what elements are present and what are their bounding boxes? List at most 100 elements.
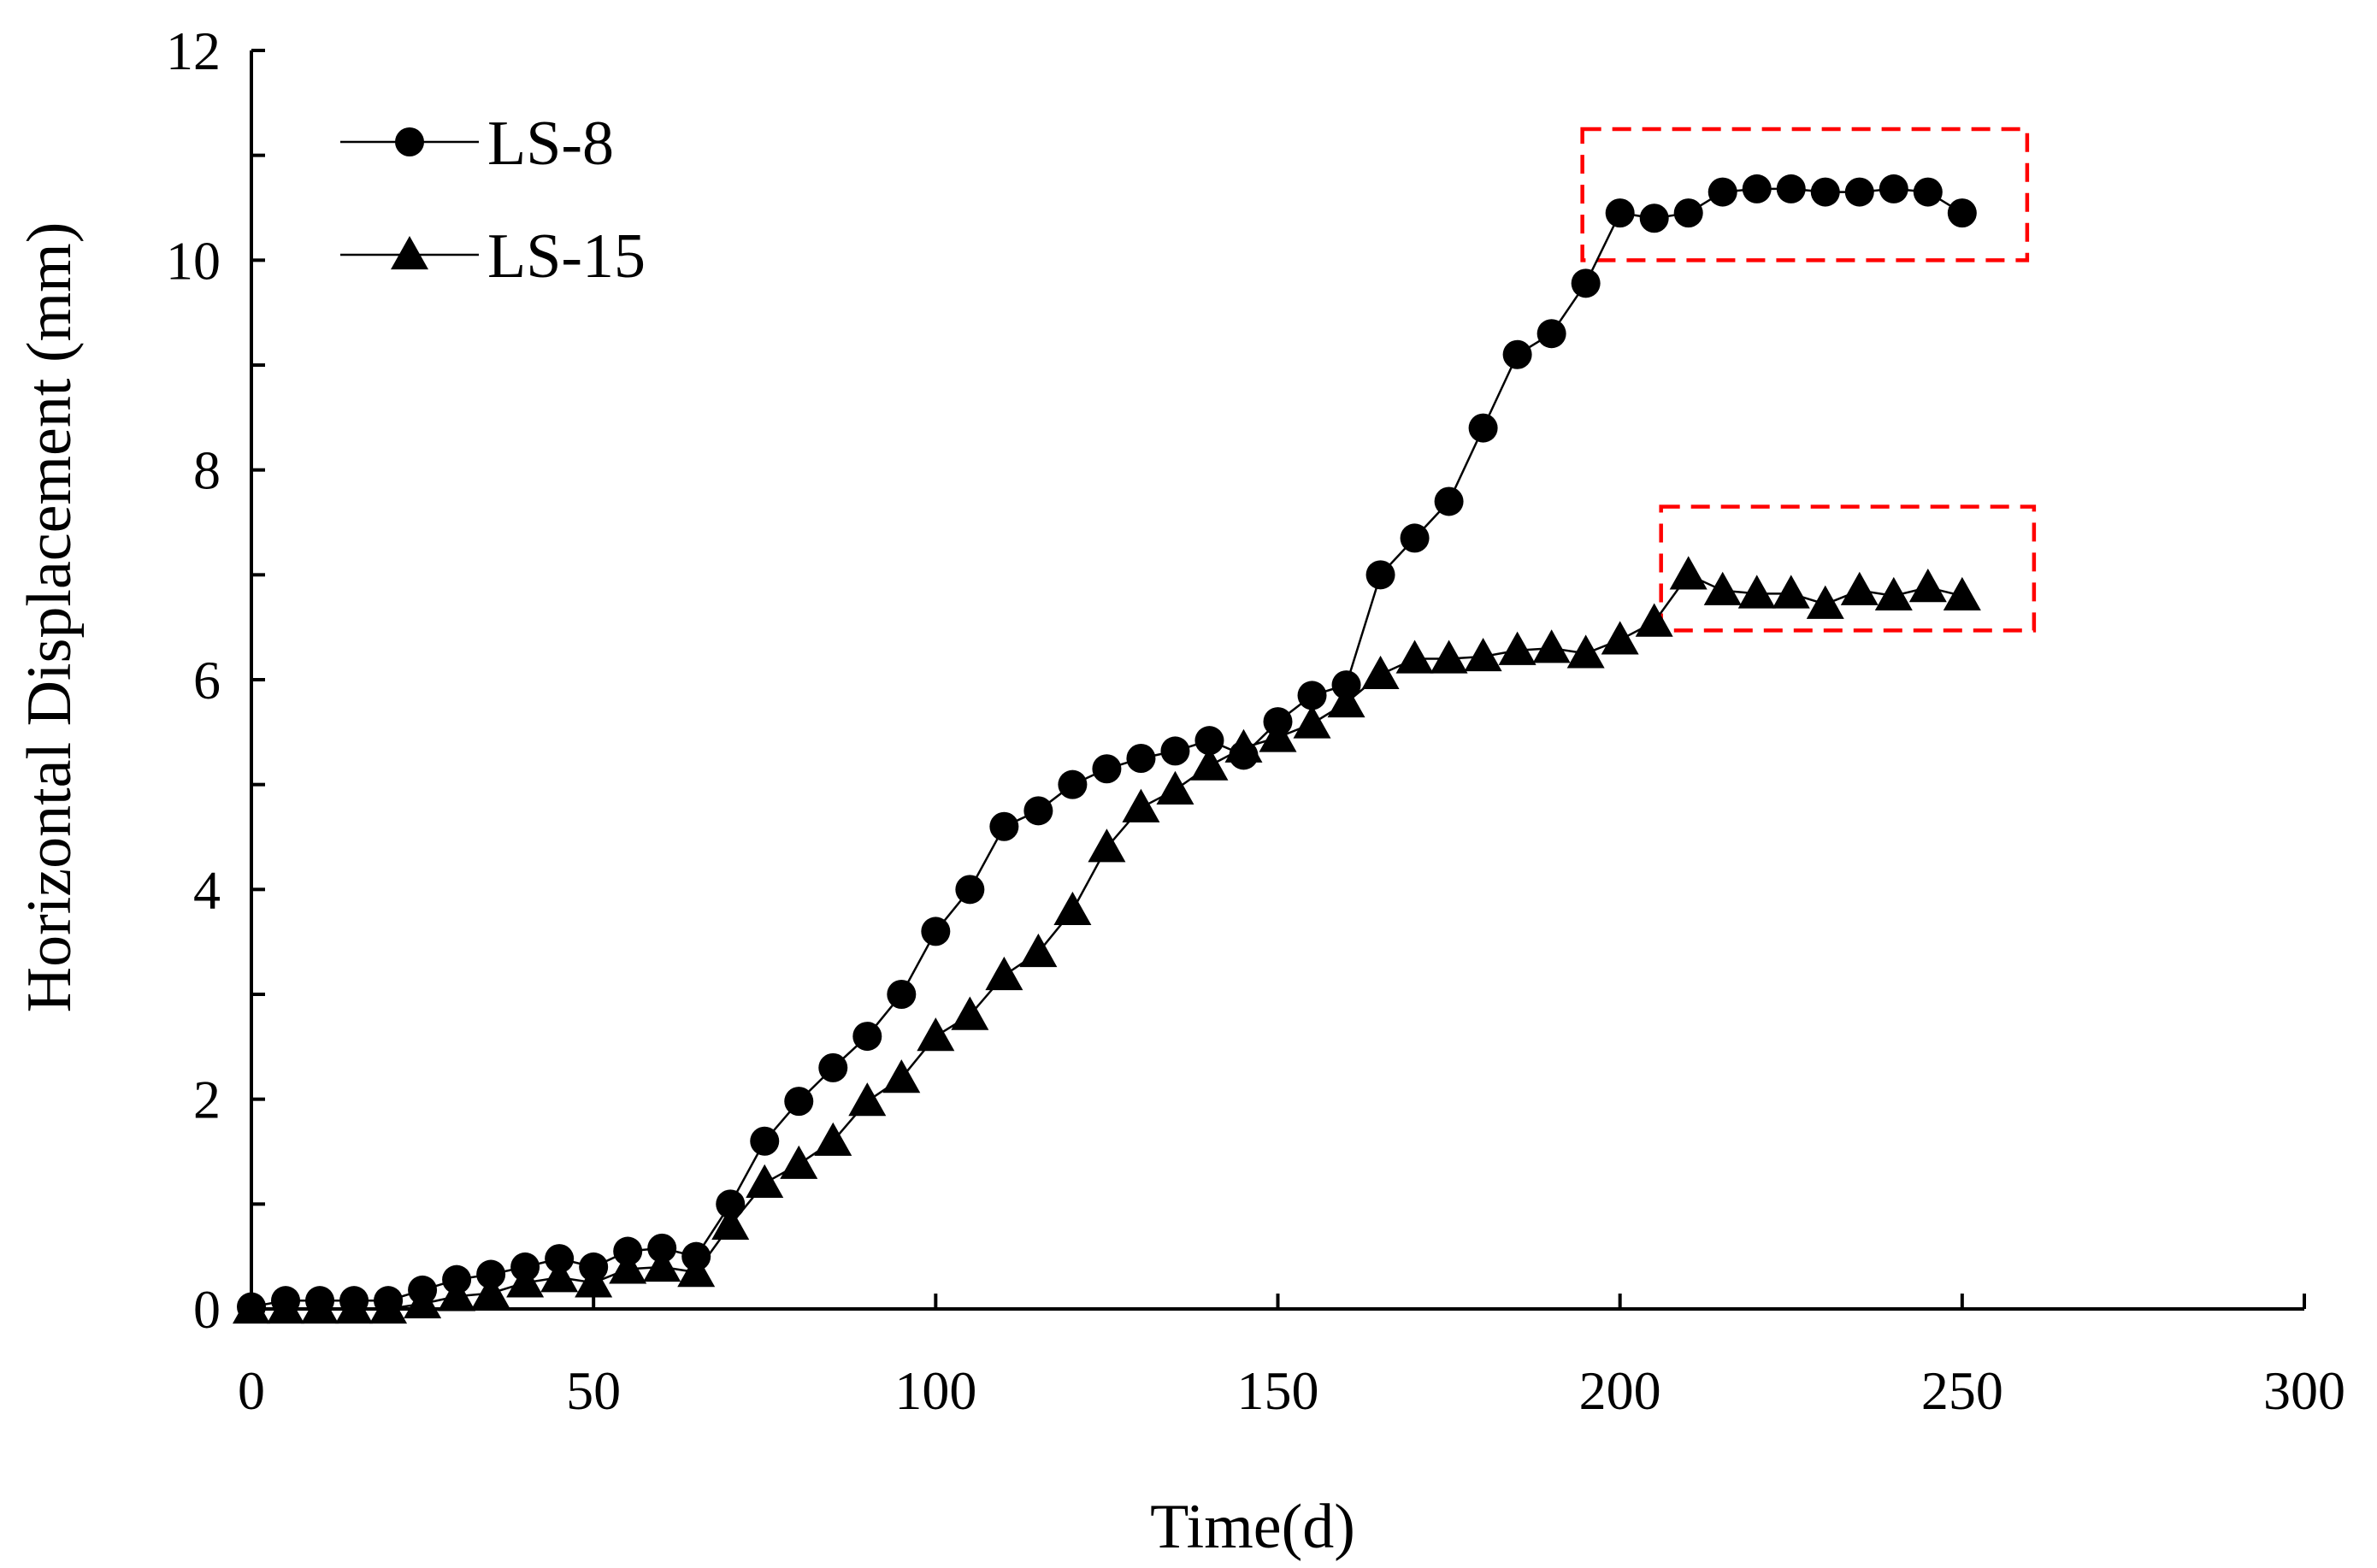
axes: 0 2 4 6 8 10 12 0 50 100 150 200 250 300 xyxy=(166,21,2345,1421)
data-point xyxy=(1361,655,1400,690)
data-point xyxy=(848,1082,887,1117)
data-point xyxy=(917,1017,955,1052)
legend-marker xyxy=(391,236,428,270)
x-tick-label: 300 xyxy=(2263,1360,2345,1421)
x-tick-label: 250 xyxy=(1921,1360,2003,1421)
data-point xyxy=(1601,621,1639,655)
data-point xyxy=(1908,569,1947,603)
data-point xyxy=(1703,571,1742,605)
legend: LS-8 LS-15 xyxy=(340,109,646,292)
y-tick-label: 0 xyxy=(193,1279,221,1340)
data-point xyxy=(438,1277,476,1312)
data-point xyxy=(985,956,1023,991)
data-point xyxy=(1913,177,1943,207)
data-point xyxy=(1502,339,1532,369)
data-point xyxy=(921,917,951,946)
data-point xyxy=(1669,556,1708,590)
data-point xyxy=(1092,754,1122,784)
data-point xyxy=(1566,634,1605,669)
x-axis-title: Time(d) xyxy=(1150,1492,1355,1562)
data-point xyxy=(784,1087,814,1117)
data-point xyxy=(301,1290,339,1324)
data-point xyxy=(1840,571,1879,605)
data-point xyxy=(1400,523,1430,553)
data-point xyxy=(1879,174,1908,203)
data-point xyxy=(1023,796,1053,826)
x-tick-label: 200 xyxy=(1579,1360,1661,1421)
data-point xyxy=(1947,198,1977,228)
data-point xyxy=(1156,770,1194,805)
data-point xyxy=(647,1233,677,1263)
data-point xyxy=(369,1290,408,1324)
data-point xyxy=(1776,174,1806,203)
data-point xyxy=(1635,603,1673,637)
data-point xyxy=(1844,177,1874,207)
data-point xyxy=(1806,585,1844,619)
data-point xyxy=(1639,203,1669,233)
data-point xyxy=(1810,177,1840,207)
data-point xyxy=(1430,640,1468,674)
data-point xyxy=(1160,736,1190,766)
data-point xyxy=(1053,891,1092,926)
data-point xyxy=(814,1122,852,1156)
data-point xyxy=(1190,746,1229,781)
data-point xyxy=(1943,576,1981,611)
x-tick-label: 50 xyxy=(566,1360,621,1421)
data-point xyxy=(750,1126,780,1156)
data-point xyxy=(335,1290,374,1324)
data-point xyxy=(951,996,989,1030)
series-line xyxy=(251,573,1963,1311)
y-tick-label: 4 xyxy=(193,859,221,920)
data-point xyxy=(1673,198,1703,228)
y-tick-label: 10 xyxy=(166,230,221,291)
y-tick-label: 12 xyxy=(166,21,221,81)
data-point xyxy=(1293,704,1331,739)
data-point xyxy=(506,1264,545,1298)
y-tick-label: 6 xyxy=(193,650,221,710)
data-point xyxy=(1126,744,1156,773)
data-point xyxy=(882,1059,921,1093)
legend-item: LS-8 xyxy=(340,109,614,179)
data-point xyxy=(780,1145,818,1179)
data-point xyxy=(1532,629,1571,663)
data-point xyxy=(989,811,1019,841)
series-ls-15 xyxy=(233,556,1981,1324)
series-ls-8 xyxy=(237,174,1977,1322)
data-point xyxy=(1122,788,1160,822)
annotations xyxy=(1580,127,2037,633)
data-point xyxy=(1468,413,1498,443)
x-tick-label: 100 xyxy=(894,1360,976,1421)
data-series xyxy=(233,174,1981,1324)
y-tick-label: 2 xyxy=(193,1070,221,1130)
data-point xyxy=(818,1052,848,1082)
data-point xyxy=(575,1264,613,1298)
data-point xyxy=(472,1274,510,1308)
data-point xyxy=(404,1284,442,1319)
data-point xyxy=(711,1205,750,1241)
x-tick-label: 150 xyxy=(1237,1360,1319,1421)
legend-marker xyxy=(395,127,424,156)
highlight-box xyxy=(1580,127,2030,262)
data-point xyxy=(267,1290,305,1324)
data-point xyxy=(1742,174,1772,203)
data-point xyxy=(955,875,985,905)
data-point xyxy=(1365,560,1395,590)
y-axis-title: Horizontal Displacement (mm) xyxy=(15,222,85,1013)
data-point xyxy=(1297,681,1327,710)
y-tick-label: 8 xyxy=(193,440,221,501)
legend-label: LS-8 xyxy=(487,109,614,179)
data-point xyxy=(887,980,917,1009)
data-point xyxy=(609,1250,647,1284)
data-point xyxy=(1019,933,1058,968)
legend-item: LS-15 xyxy=(340,221,646,292)
legend-label: LS-15 xyxy=(487,221,646,292)
data-point xyxy=(1737,575,1776,609)
data-point xyxy=(545,1244,575,1274)
data-point xyxy=(1772,575,1810,609)
series-line xyxy=(251,187,1963,1308)
data-point xyxy=(1224,728,1263,763)
data-point xyxy=(233,1290,270,1324)
x-tick-label: 0 xyxy=(238,1360,265,1421)
